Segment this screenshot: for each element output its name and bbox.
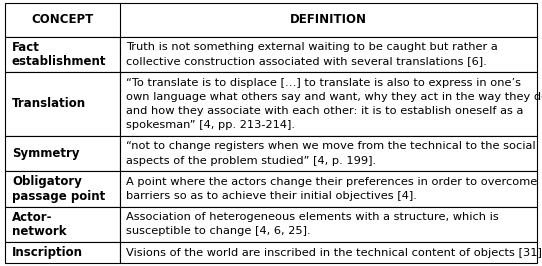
Text: Obligatory: Obligatory [12, 175, 82, 188]
Text: Inscription: Inscription [12, 246, 83, 259]
Bar [5, 72, 120, 136]
Text: collective construction associated with several translations [6].: collective construction associated with … [126, 56, 487, 66]
Bar [120, 242, 537, 263]
Bar [120, 37, 537, 72]
Text: Fact: Fact [12, 41, 40, 54]
Text: spokesman” [4, pp. 213-214].: spokesman” [4, pp. 213-214]. [126, 120, 295, 130]
Text: barriers so as to achieve their initial objectives [4].: barriers so as to achieve their initial … [126, 191, 417, 201]
Text: Symmetry: Symmetry [12, 147, 80, 160]
Text: CONCEPT: CONCEPT [31, 13, 94, 26]
Text: Actor-: Actor- [12, 211, 53, 224]
Bar [5, 37, 120, 72]
Text: “not to change registers when we move from the technical to the social: “not to change registers when we move fr… [126, 142, 535, 151]
Text: aspects of the problem studied” [4, p. 199].: aspects of the problem studied” [4, p. 1… [126, 156, 376, 166]
Bar [120, 136, 537, 171]
Text: susceptible to change [4, 6, 25].: susceptible to change [4, 6, 25]. [126, 226, 311, 236]
Text: DEFINITION: DEFINITION [289, 13, 366, 26]
Text: Association of heterogeneous elements with a structure, which is: Association of heterogeneous elements wi… [126, 212, 499, 222]
Text: network: network [12, 225, 67, 238]
Text: passage point: passage point [12, 190, 105, 202]
Bar [120, 171, 537, 207]
Bar [5, 3, 537, 37]
Bar [120, 207, 537, 242]
Text: Translation: Translation [12, 97, 86, 110]
Text: and how they associate with each other: it is to establish oneself as a: and how they associate with each other: … [126, 106, 524, 116]
Text: own language what others say and want, why they act in the way they do: own language what others say and want, w… [126, 92, 542, 102]
Text: Visions of the world are inscribed in the technical content of objects [31].: Visions of the world are inscribed in th… [126, 248, 542, 258]
Bar [5, 207, 120, 242]
Bar [5, 242, 120, 263]
Text: establishment: establishment [12, 55, 106, 68]
Text: A point where the actors change their preferences in order to overcome: A point where the actors change their pr… [126, 177, 537, 187]
Text: Truth is not something external waiting to be caught but rather a: Truth is not something external waiting … [126, 42, 498, 52]
Bar [5, 136, 120, 171]
Bar [5, 171, 120, 207]
Bar [120, 72, 537, 136]
Text: “To translate is to displace […] to translate is also to express in one’s: “To translate is to displace […] to tran… [126, 78, 521, 88]
